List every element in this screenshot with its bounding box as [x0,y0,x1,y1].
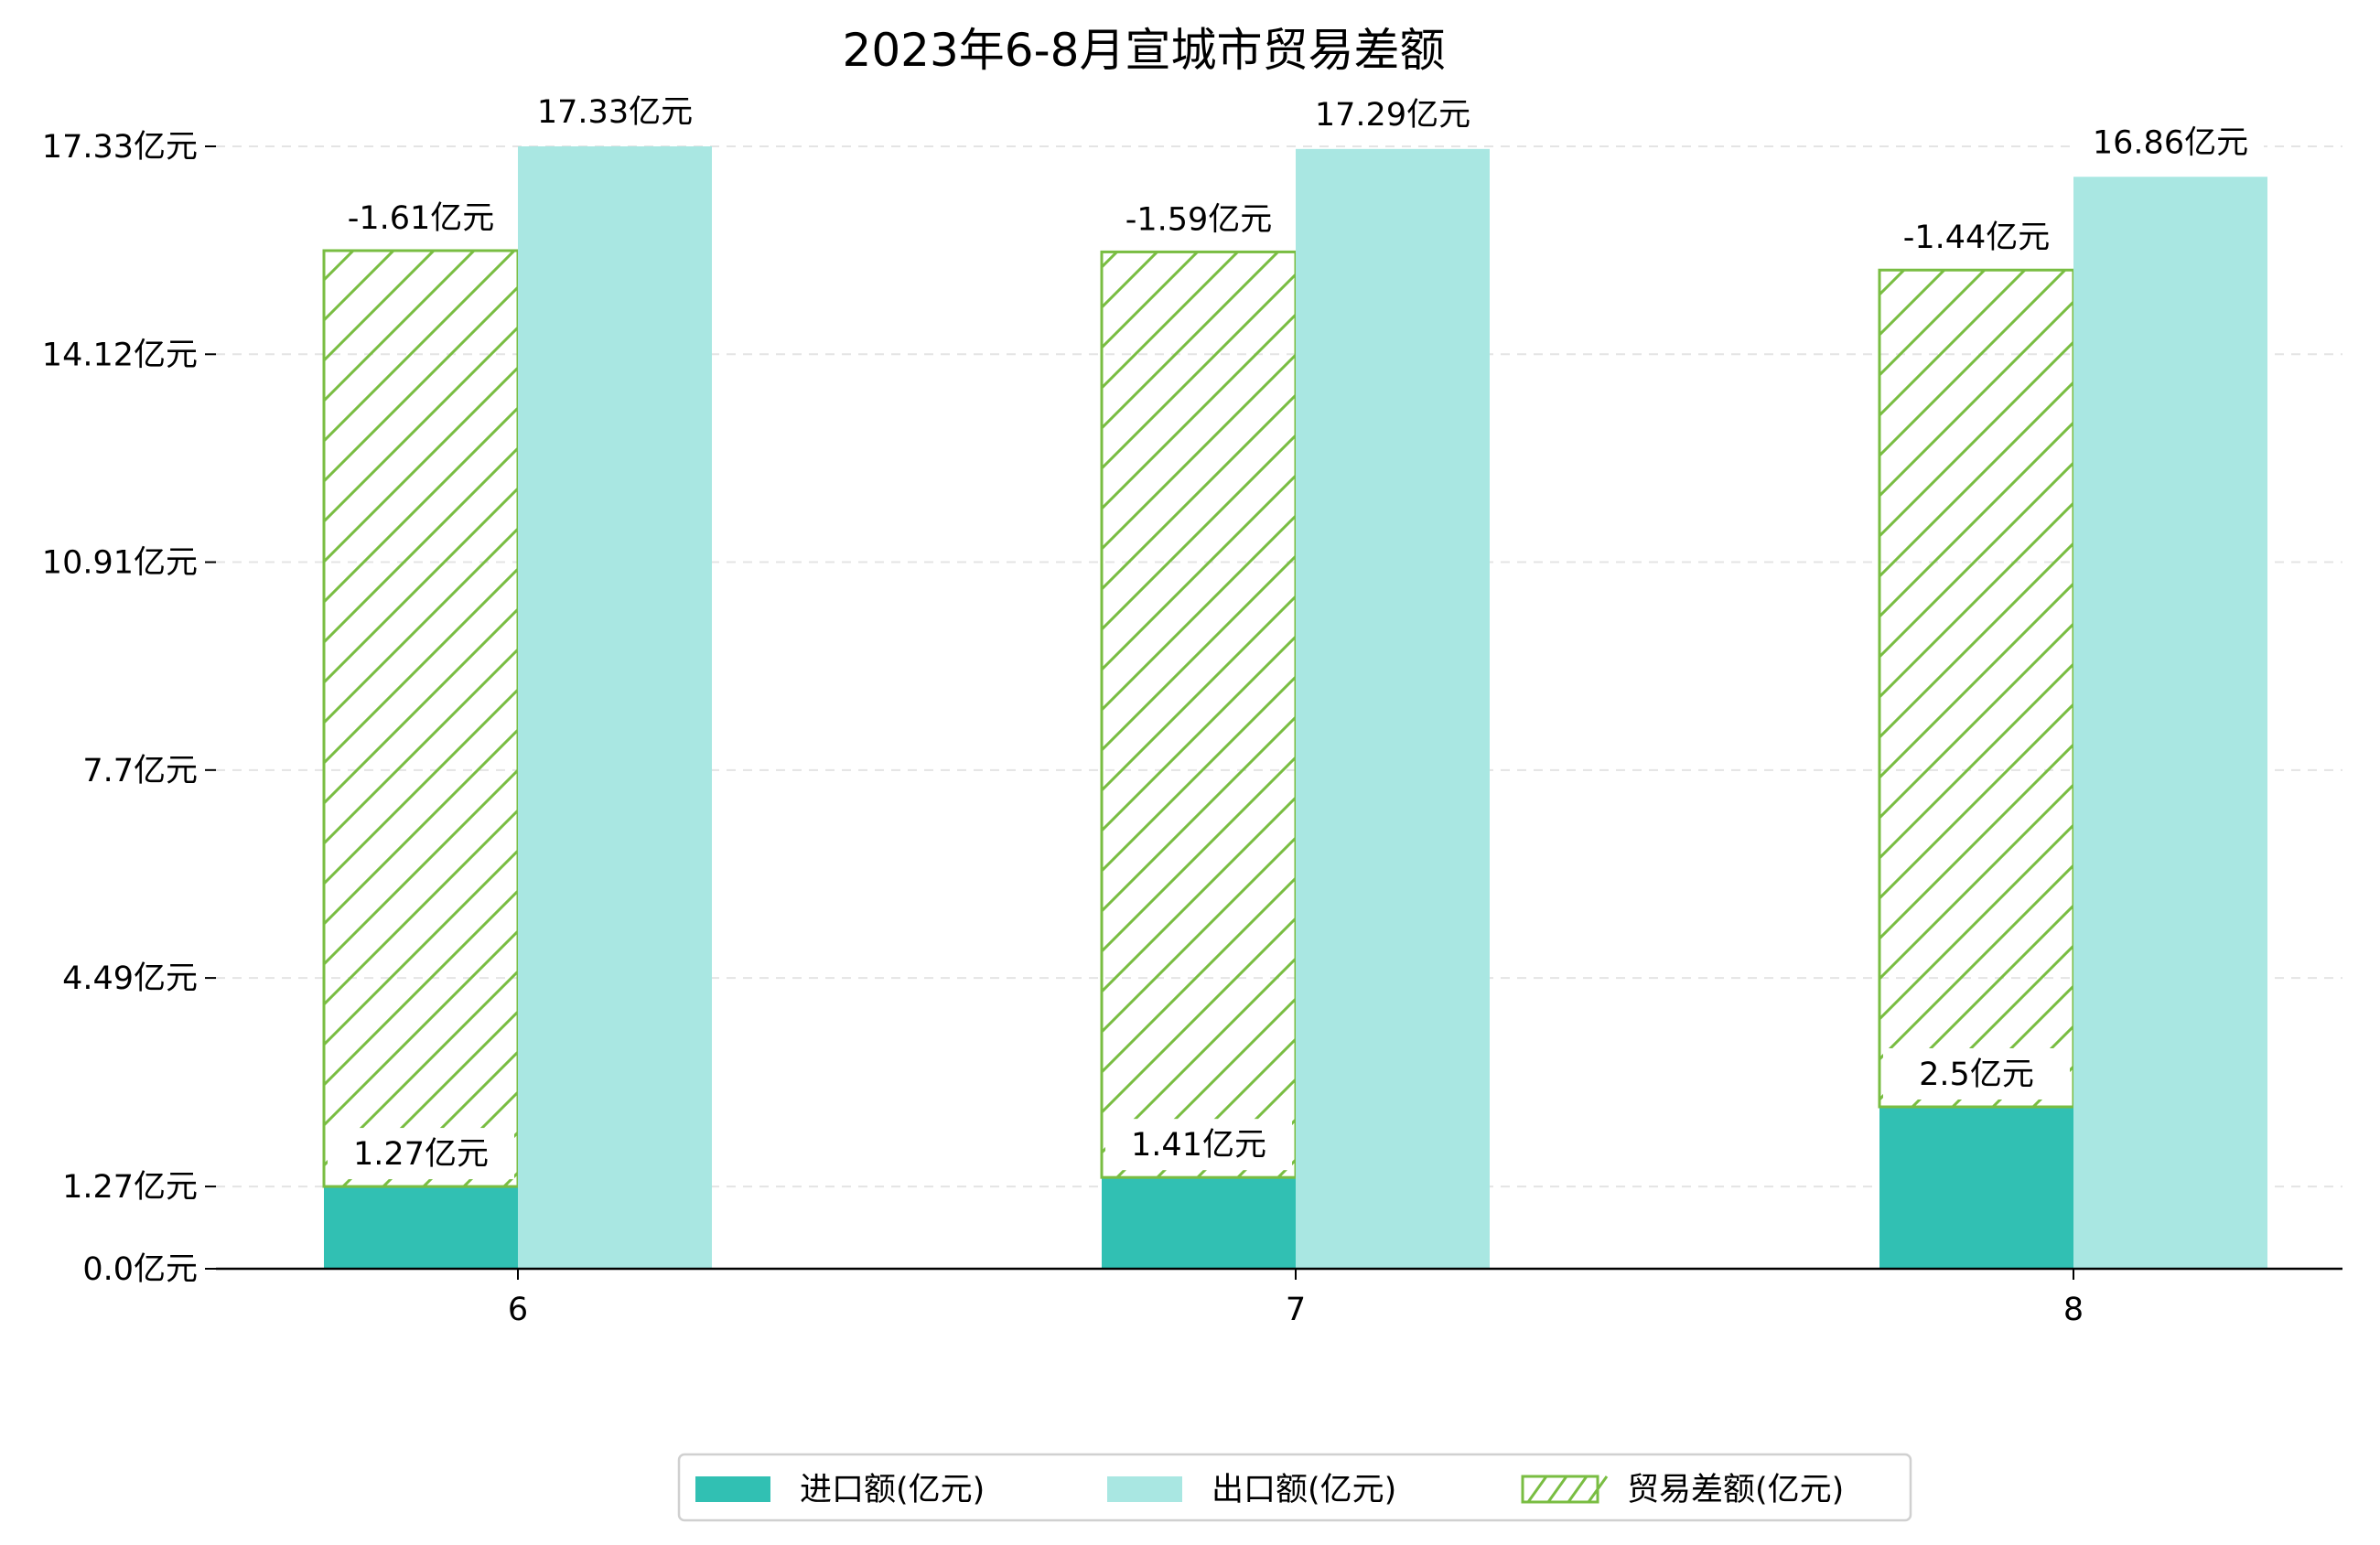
import-bar [1879,1106,2073,1269]
import-label-box [1883,1047,2070,1100]
y-tick-label: 14.12亿元 [42,337,198,373]
export-bar [518,146,712,1269]
balance-label-box [1883,211,2070,263]
y-tick-label: 7.7亿元 [82,753,198,789]
export-label-box [522,86,708,137]
export-value-label: 16.86亿元 [2093,124,2248,161]
legend-box [677,1453,1912,1522]
import-label-box [1105,1119,1292,1171]
axes: 0.0亿元 1.27亿元 4.49亿元 7.7亿元 10.91亿元 14.12亿元 17.3… [42,129,2342,1328]
legend-swatch [1521,1475,1599,1504]
y-tick-label: 1.27亿元 [62,1169,198,1206]
y-tick-label: 4.49亿元 [62,960,198,997]
legend-hatch-line [1567,1475,1588,1503]
legend-swatch [695,1476,770,1502]
balance-value-label: -1.44亿元 [1903,220,2051,256]
balance-bar [1100,250,1298,1179]
legend-label: 出口额(亿元) [1212,1472,1396,1508]
import-value-label: 1.27亿元 [353,1136,489,1173]
import-bar [1102,1177,1296,1269]
y-tick-label: 17.33亿元 [42,129,198,166]
chart-title: 2023年6-8月宣城市贸易差额 [843,24,1446,77]
export-value-label: 17.29亿元 [1315,97,1470,134]
export-label-box [1299,88,1486,140]
import-value-label: 2.5亿元 [1919,1057,2034,1093]
y-tick-label: 10.91亿元 [42,545,198,582]
export-bar [1296,148,1490,1270]
balance-label-box [1105,193,1292,245]
export-label-box [2077,116,2264,168]
legend-label: 进口额(亿元) [800,1472,985,1508]
import-bar [324,1186,518,1269]
legend-label: 贸易差额(亿元) [1627,1472,1844,1508]
y-tick-label: 0.0亿元 [82,1251,198,1288]
legend-hatch-line [1526,1475,1548,1503]
legend: 进口额(亿元) 出口额(亿元) 贸易差额(亿元) [677,1453,1912,1522]
data-labels: 1.27亿元 -1.61亿元 17.33亿元 1.41亿元 -1.59亿元 17.29亿元… [328,86,2264,1180]
import-value-label: 1.41亿元 [1131,1127,1266,1164]
import-label-box [328,1128,514,1180]
balance-bar [1878,268,2075,1109]
balance-value-label: -1.59亿元 [1125,201,1273,238]
balance-bar [322,249,520,1188]
export-value-label: 17.33亿元 [537,94,693,131]
legend-swatch [1107,1476,1182,1502]
export-bar [2073,177,2267,1269]
legend-hatch-line [1587,1475,1609,1503]
legend-hatch-line [1546,1475,1568,1503]
x-tick-label: 7 [1286,1292,1306,1328]
balance-value-label: -1.61亿元 [348,200,495,237]
bars [322,146,2267,1270]
balance-label-box [328,191,514,243]
x-tick-label: 8 [2063,1292,2084,1328]
x-tick-label: 6 [508,1292,528,1328]
